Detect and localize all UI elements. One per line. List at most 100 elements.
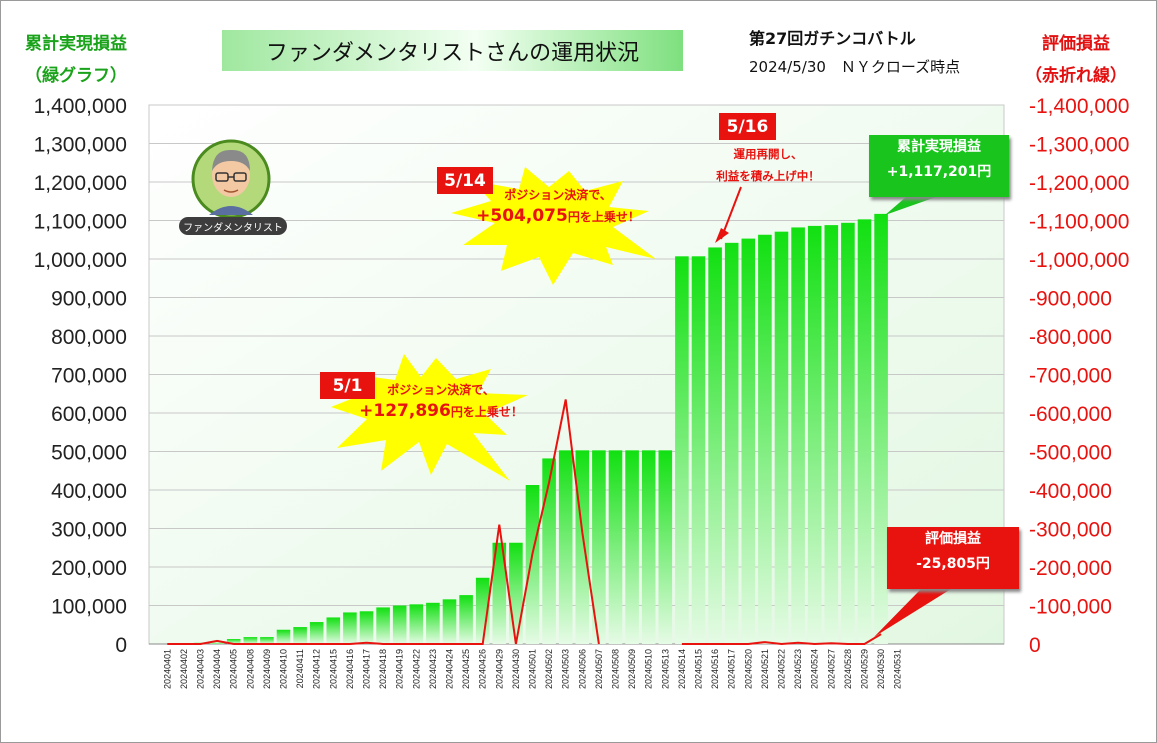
bar xyxy=(309,622,324,644)
left-tick-label: 100,000 xyxy=(51,596,127,619)
x-tick-label: 20240529 xyxy=(860,649,870,689)
bar xyxy=(260,637,274,644)
bar xyxy=(442,599,457,644)
right-tick-label: -300,000 xyxy=(1029,519,1112,542)
x-tick-label: 20240509 xyxy=(627,649,637,689)
unrealized-line-segment xyxy=(681,633,882,646)
x-tick-label: 20240528 xyxy=(843,649,853,689)
left-tick-label: 800,000 xyxy=(51,326,127,349)
x-tick-label: 20240508 xyxy=(611,649,621,689)
bar xyxy=(542,458,556,644)
x-tick-label: 20240418 xyxy=(378,649,388,689)
right-tick-label: -200,000 xyxy=(1029,557,1112,580)
bar xyxy=(791,227,805,644)
x-tick-label: 20240417 xyxy=(362,649,372,689)
bar xyxy=(226,638,241,644)
bar xyxy=(525,484,540,644)
left-tick-label: 900,000 xyxy=(51,288,127,311)
may1-amount: +127,896 xyxy=(359,401,451,422)
badge-may14: 5/14 xyxy=(437,167,493,194)
realized-callout: 累計実現損益 +1,117,201円 xyxy=(869,135,1009,197)
realized-bars xyxy=(193,213,888,645)
x-tick-label: 20240415 xyxy=(328,649,338,689)
x-tick-label: 20240514 xyxy=(677,649,687,689)
bar xyxy=(359,611,374,644)
left-axis-title-2: （緑グラフ） xyxy=(25,66,127,86)
bar xyxy=(376,607,390,644)
bar xyxy=(276,629,291,644)
x-tick-label: 20240506 xyxy=(577,649,587,689)
x-tick-label: 20240429 xyxy=(494,649,504,689)
x-tick-label: 20240416 xyxy=(345,649,355,689)
unrealized-callout-tail xyxy=(874,589,951,637)
bar xyxy=(243,637,258,644)
as-of-date: 2024/5/30 ＮＹクローズ時点 xyxy=(749,58,961,76)
may14-line1: ポジション決済で、 xyxy=(504,188,612,202)
x-tick-label: 20240516 xyxy=(710,649,720,689)
avatar: ファンダメンタリスト xyxy=(179,137,289,237)
x-tick-label: 20240425 xyxy=(461,649,471,689)
x-tick-label: 20240408 xyxy=(245,649,255,689)
left-tick-label: 700,000 xyxy=(51,365,127,388)
x-tick-label: 20240510 xyxy=(644,649,654,689)
right-tick-label: -600,000 xyxy=(1029,403,1112,426)
right-tick-label: -1,000,000 xyxy=(1029,249,1129,272)
x-tick-label: 20240501 xyxy=(528,649,538,689)
bar xyxy=(558,450,573,644)
right-tick-label: -500,000 xyxy=(1029,442,1112,465)
x-tick-label: 20240424 xyxy=(445,649,455,689)
right-tick-label: -800,000 xyxy=(1029,326,1112,349)
badge-may16: 5/16 xyxy=(719,113,776,140)
bar xyxy=(691,256,706,644)
left-tick-label: 300,000 xyxy=(51,519,127,542)
x-tick-label: 20240530 xyxy=(876,649,886,689)
x-tick-label: 20240404 xyxy=(212,649,222,689)
bar xyxy=(625,450,639,644)
x-tick-label: 20240507 xyxy=(594,649,604,689)
unrealized-callout: 評価損益 -25,805円 xyxy=(887,527,1019,589)
x-tick-label: 20240409 xyxy=(262,649,272,689)
bar xyxy=(326,617,341,644)
bar xyxy=(741,238,756,644)
bar xyxy=(857,219,872,644)
bar xyxy=(641,450,656,644)
arrow-head-may16 xyxy=(715,228,729,243)
bar xyxy=(824,225,839,644)
may14-suffix: 円を上乗せ！ xyxy=(567,210,640,225)
bar xyxy=(608,450,623,644)
callout-shapes xyxy=(331,167,951,637)
bar xyxy=(509,542,523,644)
bar xyxy=(708,247,722,644)
x-tick-label: 20240527 xyxy=(826,649,836,689)
x-axis-ticks: 20240401 20240402 20240403 20240404 20240405… xyxy=(162,649,902,689)
x-tick-label: 20240523 xyxy=(793,649,803,689)
burst-text-may14: ポジション決済で、 +504,075円を上乗せ！ xyxy=(453,187,663,229)
unrealized-label: 評価損益 xyxy=(925,531,981,547)
x-tick-label: 20240412 xyxy=(312,649,322,689)
bar xyxy=(293,627,307,644)
bar xyxy=(774,231,789,645)
left-tick-label: 0 xyxy=(115,634,127,657)
may16-line2: 利益を積み上げ中！ xyxy=(716,168,820,183)
right-tick-label: -1,200,000 xyxy=(1029,172,1129,195)
x-tick-label: 20240517 xyxy=(727,649,737,689)
bar xyxy=(658,450,673,644)
bar xyxy=(475,577,490,644)
left-tick-label: 1,300,000 xyxy=(34,134,127,157)
x-tick-label: 20240513 xyxy=(660,649,670,689)
left-tick-label: 200,000 xyxy=(51,557,127,580)
x-tick-label: 20240515 xyxy=(694,649,704,689)
bar xyxy=(575,450,590,644)
burst-may14 xyxy=(451,167,656,285)
x-tick-label: 20240524 xyxy=(810,649,820,689)
right-tick-label: -1,400,000 xyxy=(1029,95,1129,118)
battle-name: 第27回ガチンコバトル xyxy=(749,29,916,48)
bar xyxy=(592,450,606,644)
left-axis-title-1: 累計実現損益 xyxy=(25,34,127,54)
bar xyxy=(758,234,772,644)
bar xyxy=(675,256,689,644)
x-tick-label: 20240520 xyxy=(743,649,753,689)
bar xyxy=(426,602,440,644)
x-tick-label: 20240503 xyxy=(561,649,571,689)
